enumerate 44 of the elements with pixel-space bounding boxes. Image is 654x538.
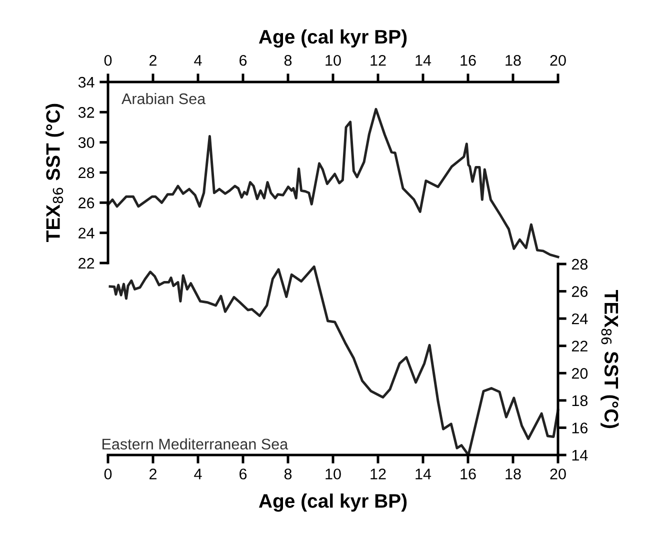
y-tick-label: 20 — [572, 368, 588, 379]
y-axis-title: TEX$_{86}$ SST (°C) — [46, 104, 64, 242]
x-tick-label: 18 — [506, 468, 521, 480]
x-tick-label: 2 — [150, 468, 156, 480]
x-tick-label: 14 — [416, 468, 432, 480]
x-axis-title: Age (cal kyr BP) — [258, 494, 407, 512]
y-tick-label: 16 — [572, 422, 588, 434]
y-tick-label: 22 — [78, 258, 94, 269]
y-tick-label: 28 — [78, 167, 94, 178]
x-tick-label: 18 — [506, 54, 521, 66]
x-tick-label: 20 — [550, 468, 566, 480]
x-tick-label: 10 — [326, 468, 341, 480]
y-tick-label: 14 — [572, 450, 588, 461]
x-tick-label: 4 — [194, 55, 202, 66]
x-tick-label: 8 — [284, 54, 292, 66]
x-tick-label: 6 — [240, 468, 247, 480]
x-tick-label: 4 — [194, 468, 202, 480]
y-axis-title: TEX$_{86}$ SST (°C) — [600, 290, 619, 428]
y-tick-label: 34 — [78, 76, 94, 88]
y-tick-label: 26 — [78, 198, 94, 208]
y-tick-label: 22 — [572, 340, 588, 352]
y-tick-label: 30 — [78, 137, 94, 148]
y-tick-label: 24 — [78, 228, 94, 238]
x-tick-label: 0 — [104, 54, 112, 66]
annotation: Eastern Mediterranean Sea — [102, 438, 288, 450]
y-tick-label: 26 — [572, 286, 588, 297]
x-tick-label: 2 — [150, 54, 156, 66]
y-tick-label: 32 — [78, 107, 94, 118]
x-tick-label: 0 — [104, 468, 112, 480]
x-tick-label: 12 — [370, 468, 386, 480]
x-tick-label: 8 — [284, 468, 292, 480]
y-tick-label: 28 — [572, 258, 588, 270]
x-tick-label: 16 — [460, 54, 476, 66]
annotation: Arabian Sea — [122, 92, 206, 104]
x-tick-label: 12 — [370, 54, 386, 66]
y-tick-label: 24 — [572, 313, 588, 324]
x-axis-title: Age (cal kyr BP) — [258, 29, 407, 48]
x-tick-label: 10 — [326, 54, 341, 66]
x-tick-label: 14 — [416, 55, 432, 66]
line-series — [106, 108, 560, 258]
y-tick-label: 18 — [572, 395, 588, 406]
x-tick-label: 6 — [240, 54, 247, 66]
x-tick-label: 20 — [550, 54, 566, 66]
x-tick-label: 16 — [460, 468, 476, 480]
